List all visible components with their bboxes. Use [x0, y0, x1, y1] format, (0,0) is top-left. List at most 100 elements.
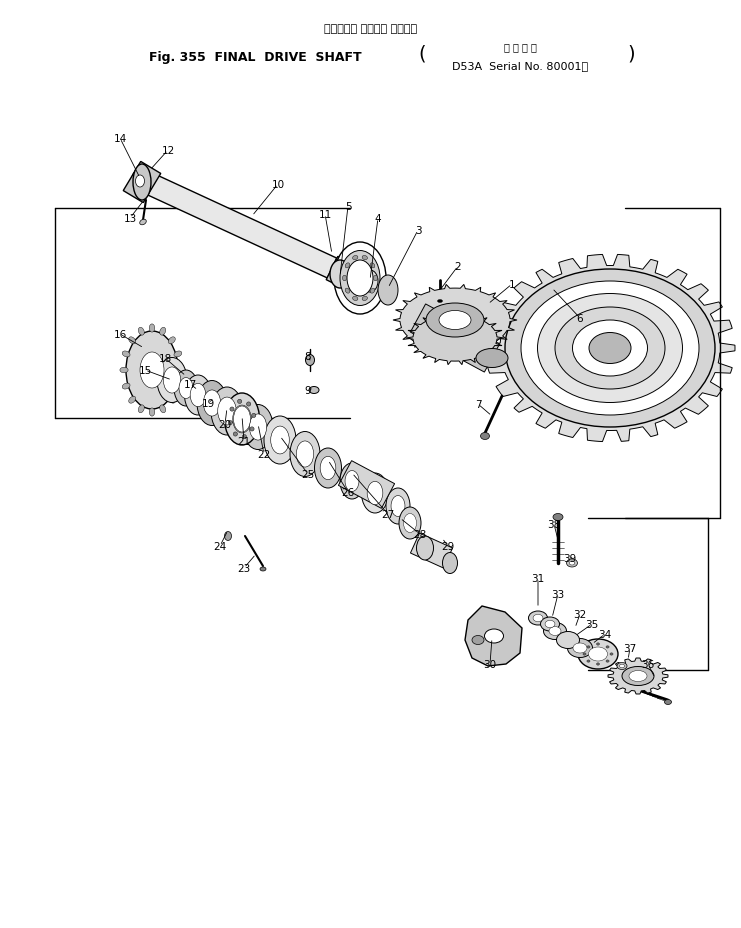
Ellipse shape	[689, 348, 695, 354]
Ellipse shape	[543, 623, 567, 639]
Ellipse shape	[185, 376, 211, 416]
Ellipse shape	[386, 488, 410, 524]
Text: 18: 18	[159, 354, 172, 364]
Ellipse shape	[556, 632, 579, 649]
Ellipse shape	[597, 383, 604, 389]
Text: 1: 1	[508, 279, 515, 290]
Ellipse shape	[174, 352, 182, 357]
Ellipse shape	[622, 667, 654, 686]
Ellipse shape	[226, 395, 258, 444]
Ellipse shape	[617, 663, 627, 670]
Ellipse shape	[250, 428, 254, 432]
Ellipse shape	[606, 660, 609, 663]
Ellipse shape	[122, 352, 130, 357]
Ellipse shape	[211, 388, 243, 435]
Text: 7: 7	[475, 400, 482, 409]
Ellipse shape	[140, 220, 146, 226]
Ellipse shape	[243, 405, 273, 450]
Ellipse shape	[362, 256, 368, 261]
Ellipse shape	[233, 432, 237, 437]
Ellipse shape	[378, 276, 398, 305]
Text: 33: 33	[551, 589, 565, 599]
Text: (: (	[418, 45, 425, 63]
Ellipse shape	[290, 432, 320, 477]
Ellipse shape	[296, 442, 313, 468]
Ellipse shape	[597, 359, 604, 365]
Polygon shape	[393, 285, 517, 356]
Ellipse shape	[168, 397, 176, 404]
Ellipse shape	[442, 553, 457, 574]
Ellipse shape	[330, 261, 350, 289]
Ellipse shape	[605, 393, 611, 399]
Text: 4: 4	[375, 213, 382, 224]
Ellipse shape	[521, 282, 699, 416]
Ellipse shape	[665, 700, 671, 704]
Ellipse shape	[553, 514, 563, 521]
Ellipse shape	[305, 355, 314, 367]
Ellipse shape	[139, 328, 144, 336]
Text: 11: 11	[319, 210, 332, 220]
Ellipse shape	[126, 331, 178, 409]
Ellipse shape	[617, 339, 622, 345]
Ellipse shape	[677, 402, 683, 408]
Polygon shape	[485, 255, 735, 442]
Ellipse shape	[309, 387, 319, 394]
Ellipse shape	[228, 421, 233, 425]
Ellipse shape	[149, 408, 155, 417]
Ellipse shape	[437, 300, 442, 303]
Text: 38: 38	[548, 520, 561, 530]
Text: 30: 30	[483, 659, 496, 669]
Ellipse shape	[157, 358, 187, 403]
Ellipse shape	[583, 653, 586, 655]
Ellipse shape	[568, 638, 593, 658]
Text: 13: 13	[123, 213, 136, 224]
Ellipse shape	[555, 308, 665, 390]
Ellipse shape	[233, 406, 250, 432]
Text: 22: 22	[257, 449, 270, 459]
Ellipse shape	[252, 414, 256, 419]
Ellipse shape	[370, 289, 375, 294]
Text: 20: 20	[219, 419, 231, 430]
Text: ファイナル ドライブ シャフト: ファイナル ドライブ シャフト	[325, 24, 418, 34]
Ellipse shape	[696, 383, 703, 389]
Text: 27: 27	[382, 509, 395, 520]
Text: D53A  Serial No. 80001～: D53A Serial No. 80001～	[452, 61, 588, 71]
Ellipse shape	[129, 338, 136, 344]
Ellipse shape	[233, 406, 251, 433]
Polygon shape	[608, 658, 668, 694]
Ellipse shape	[587, 646, 590, 649]
Ellipse shape	[631, 333, 637, 340]
Ellipse shape	[617, 402, 622, 408]
Text: 14: 14	[113, 134, 127, 144]
Ellipse shape	[120, 367, 128, 373]
Text: 9: 9	[305, 386, 311, 395]
Ellipse shape	[362, 473, 388, 513]
Ellipse shape	[133, 165, 151, 200]
Text: Fig. 355  FINAL  DRIVE  SHAFT: Fig. 355 FINAL DRIVE SHAFT	[149, 51, 362, 64]
Ellipse shape	[528, 612, 548, 625]
Ellipse shape	[569, 561, 575, 565]
Ellipse shape	[549, 627, 561, 636]
Ellipse shape	[197, 381, 227, 426]
Polygon shape	[326, 257, 378, 301]
Ellipse shape	[629, 671, 647, 682]
Text: 8: 8	[305, 352, 311, 362]
Polygon shape	[406, 312, 504, 366]
Ellipse shape	[238, 400, 242, 404]
Text: 6: 6	[576, 314, 583, 324]
Ellipse shape	[131, 171, 148, 193]
Text: ): )	[628, 45, 635, 63]
Text: 24: 24	[213, 541, 227, 551]
Ellipse shape	[480, 433, 490, 440]
Ellipse shape	[174, 370, 198, 406]
Ellipse shape	[696, 359, 703, 365]
Text: 19: 19	[202, 398, 215, 408]
Ellipse shape	[533, 614, 543, 622]
Ellipse shape	[334, 243, 386, 315]
Ellipse shape	[663, 407, 669, 414]
Text: 10: 10	[271, 180, 285, 190]
Text: 5: 5	[345, 201, 351, 212]
Ellipse shape	[129, 397, 136, 404]
Text: 25: 25	[302, 470, 315, 480]
Ellipse shape	[476, 349, 508, 368]
